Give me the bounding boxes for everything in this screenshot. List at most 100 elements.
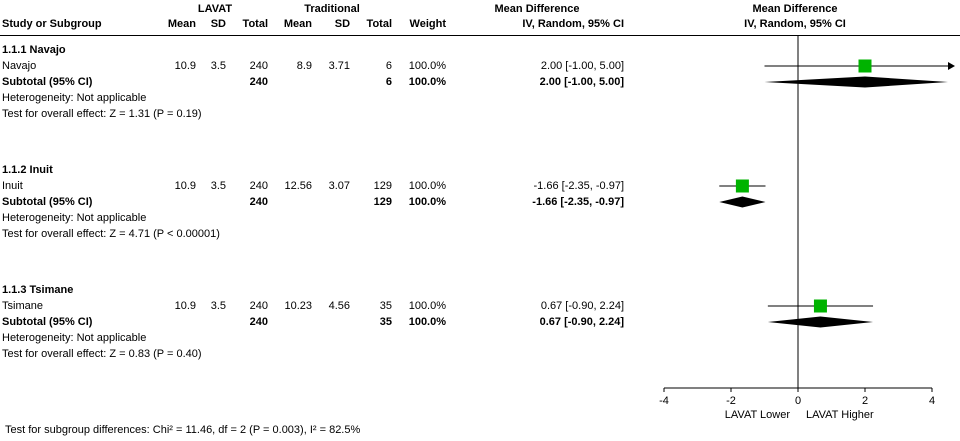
overall-effect-note: Test for overall effect: Z = 0.83 (P = 0… — [2, 348, 202, 360]
overall-effect-row: Test for overall effect: Z = 1.31 (P = 0… — [0, 106, 626, 122]
study-name: Tsimane — [2, 300, 43, 312]
weight-cell: 100.0% — [408, 180, 447, 192]
col-header-sd1: SD — [210, 18, 226, 30]
tick-label: 0 — [795, 395, 801, 407]
tick-label: -2 — [726, 395, 736, 407]
sd2-cell: 3.71 — [328, 60, 351, 72]
subgroup-title: 1.1.1 Navajo — [2, 44, 66, 56]
ci-cell: -1.66 [-2.35, -0.97] — [533, 180, 625, 192]
axis-label-lower: LAVAT Lower — [725, 409, 791, 421]
subgroup-differences-note: Test for subgroup differences: Chi² = 11… — [5, 424, 361, 436]
subtotal-total2: 6 — [385, 76, 393, 88]
overall-effect-row: Test for overall effect: Z = 4.71 (P < 0… — [0, 226, 626, 242]
subtotal-diamond — [719, 196, 766, 208]
study-name: Inuit — [2, 180, 23, 192]
plot-header-title: Mean Difference — [752, 3, 838, 15]
group-header-traditional: Traditional — [304, 3, 360, 15]
subtotal-total2: 129 — [373, 196, 393, 208]
subtotal-ci: -1.66 [-2.35, -0.97] — [532, 196, 625, 208]
heterogeneity-row: Heterogeneity: Not applicable — [0, 210, 626, 226]
subtotal-total1: 240 — [249, 316, 269, 328]
subtotal-total2: 35 — [379, 316, 393, 328]
col-header-sd2: SD — [334, 18, 351, 30]
subgroup-title: 1.1.3 Tsimane — [2, 284, 74, 296]
subtotal-label: Subtotal (95% CI) — [2, 316, 93, 328]
total1-cell: 240 — [249, 300, 269, 312]
subtotal-weight: 100.0% — [408, 196, 447, 208]
weight-cell: 100.0% — [408, 300, 447, 312]
subtotal-label: Subtotal (95% CI) — [2, 76, 93, 88]
col-header-weight: Weight — [409, 18, 447, 30]
heterogeneity-note: Heterogeneity: Not applicable — [2, 332, 147, 344]
sd1-cell: 3.5 — [210, 60, 226, 72]
heterogeneity-row: Heterogeneity: Not applicable — [0, 330, 626, 346]
effect-square — [813, 299, 827, 313]
total2-cell: 35 — [379, 300, 393, 312]
subtotal-row: Subtotal (95% CI) 240 35 100.0% 0.67 [-0… — [0, 314, 626, 330]
tick-label: 2 — [862, 395, 868, 407]
subtotal-ci: 2.00 [-1.00, 5.00] — [539, 76, 625, 88]
sd2-cell: 4.56 — [328, 300, 351, 312]
overall-effect-note: Test for overall effect: Z = 4.71 (P < 0… — [2, 228, 220, 240]
sd1-cell: 3.5 — [210, 300, 226, 312]
axis-label-higher: LAVAT Higher — [806, 409, 874, 421]
mean1-cell: 10.9 — [174, 300, 196, 312]
weight-cell: 100.0% — [408, 60, 447, 72]
overall-effect-note: Test for overall effect: Z = 1.31 (P = 0… — [2, 108, 202, 120]
mean2-cell: 12.56 — [284, 180, 313, 192]
md-text-header: Mean Difference — [494, 3, 580, 15]
col-header-ci: IV, Random, 95% CI — [522, 18, 625, 30]
forest-table: LAVAT Traditional Mean Difference Study … — [0, 2, 626, 362]
subgroup-title: 1.1.2 Inuit — [2, 164, 53, 176]
col-header-total1: Total — [242, 18, 269, 30]
heterogeneity-note: Heterogeneity: Not applicable — [2, 212, 147, 224]
total2-cell: 6 — [385, 60, 393, 72]
total2-cell: 129 — [373, 180, 393, 192]
effect-square — [735, 179, 749, 193]
study-row: Tsimane 10.9 3.5 240 10.23 4.56 35 100.0… — [0, 298, 626, 314]
overall-effect-row: Test for overall effect: Z = 0.83 (P = 0… — [0, 346, 626, 362]
heterogeneity-row: Heterogeneity: Not applicable — [0, 90, 626, 106]
subtotal-diamond — [767, 316, 874, 328]
tick-label: 4 — [929, 395, 935, 407]
header-row-groups: LAVAT Traditional Mean Difference — [0, 2, 626, 17]
col-header-total2: Total — [366, 18, 393, 30]
subtotal-label: Subtotal (95% CI) — [2, 196, 93, 208]
plot-header: Mean Difference IV, Random, 95% CI — [630, 2, 960, 32]
subgroup-title-row: 1.1.3 Tsimane — [0, 272, 626, 298]
header-rule — [0, 35, 960, 36]
total1-cell: 240 — [249, 60, 269, 72]
study-row: Inuit 10.9 3.5 240 12.56 3.07 129 100.0%… — [0, 178, 626, 194]
sd2-cell: 3.07 — [328, 180, 351, 192]
group-header-lavat: LAVAT — [197, 3, 233, 15]
forest-plot-canvas: -4 -2 0 2 4 LAVAT Lower LAVAT Higher — [659, 36, 955, 421]
mean1-cell: 10.9 — [174, 180, 196, 192]
subtotal-weight: 100.0% — [408, 76, 447, 88]
mean2-cell: 8.9 — [296, 60, 313, 72]
subtotal-diamond — [764, 76, 948, 88]
ci-cell: 2.00 [-1.00, 5.00] — [540, 60, 625, 72]
total1-cell: 240 — [249, 180, 269, 192]
subgroup-title-row: 1.1.2 Inuit — [0, 152, 626, 178]
mean1-cell: 10.9 — [174, 60, 196, 72]
plot-header-subtitle: IV, Random, 95% CI — [744, 18, 846, 30]
ci-arrow-right — [948, 62, 955, 70]
study-row: Navajo 10.9 3.5 240 8.9 3.71 6 100.0% 2.… — [0, 58, 626, 74]
mean2-cell: 10.23 — [284, 300, 313, 312]
sd1-cell: 3.5 — [210, 180, 226, 192]
tick-label: -4 — [659, 395, 669, 407]
ci-cell: 0.67 [-0.90, 2.24] — [540, 300, 625, 312]
subtotal-row: Subtotal (95% CI) 240 6 100.0% 2.00 [-1.… — [0, 74, 626, 90]
subgroup-title-row: 1.1.1 Navajo — [0, 32, 626, 58]
col-header-mean1: Mean — [167, 18, 196, 30]
subtotal-total1: 240 — [249, 76, 269, 88]
subtotal-total1: 240 — [249, 196, 269, 208]
heterogeneity-note: Heterogeneity: Not applicable — [2, 92, 147, 104]
header-row-columns: Study or Subgroup Mean SD Total Mean SD … — [0, 17, 626, 32]
study-name: Navajo — [2, 60, 37, 72]
subtotal-ci: 0.67 [-0.90, 2.24] — [539, 316, 625, 328]
col-header-study: Study or Subgroup — [2, 18, 102, 30]
col-header-mean2: Mean — [283, 18, 313, 30]
effect-square — [858, 59, 872, 73]
